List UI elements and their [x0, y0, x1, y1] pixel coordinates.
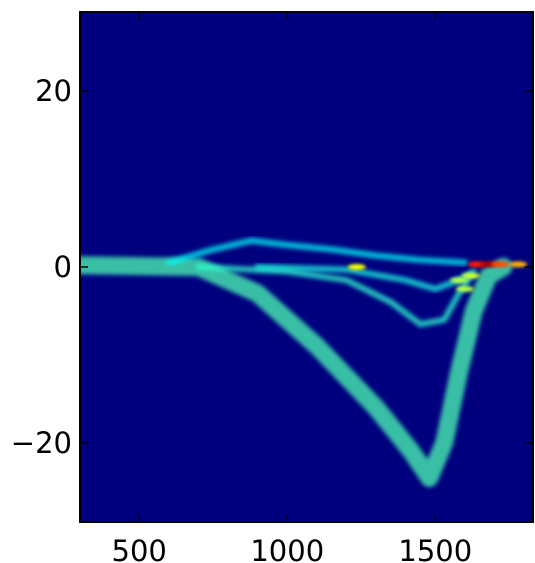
x-tick-label: 1500: [398, 534, 472, 563]
heatmap-band: [195, 264, 474, 328]
y-tick-label: −20: [11, 426, 72, 460]
heatmap-band: [80, 256, 513, 487]
heatmap-hot-spot: [347, 264, 366, 270]
plot-area: [80, 237, 533, 487]
x-tick-label: 1000: [250, 534, 324, 563]
heatmap-band: [165, 237, 468, 266]
heatmap-hot-spot: [450, 277, 468, 284]
y-tick-label: 0: [54, 250, 72, 284]
x-tick-label: 500: [112, 534, 167, 563]
heatmap-hot-spot: [455, 286, 474, 292]
heatmap-hot-spot: [509, 261, 528, 268]
heatmap-hot-spot: [491, 261, 510, 268]
axes: 500 1000 1500 20 0 −20: [11, 12, 533, 563]
heatmap-hot-spot: [461, 272, 480, 279]
y-tick-label: 20: [35, 74, 72, 108]
